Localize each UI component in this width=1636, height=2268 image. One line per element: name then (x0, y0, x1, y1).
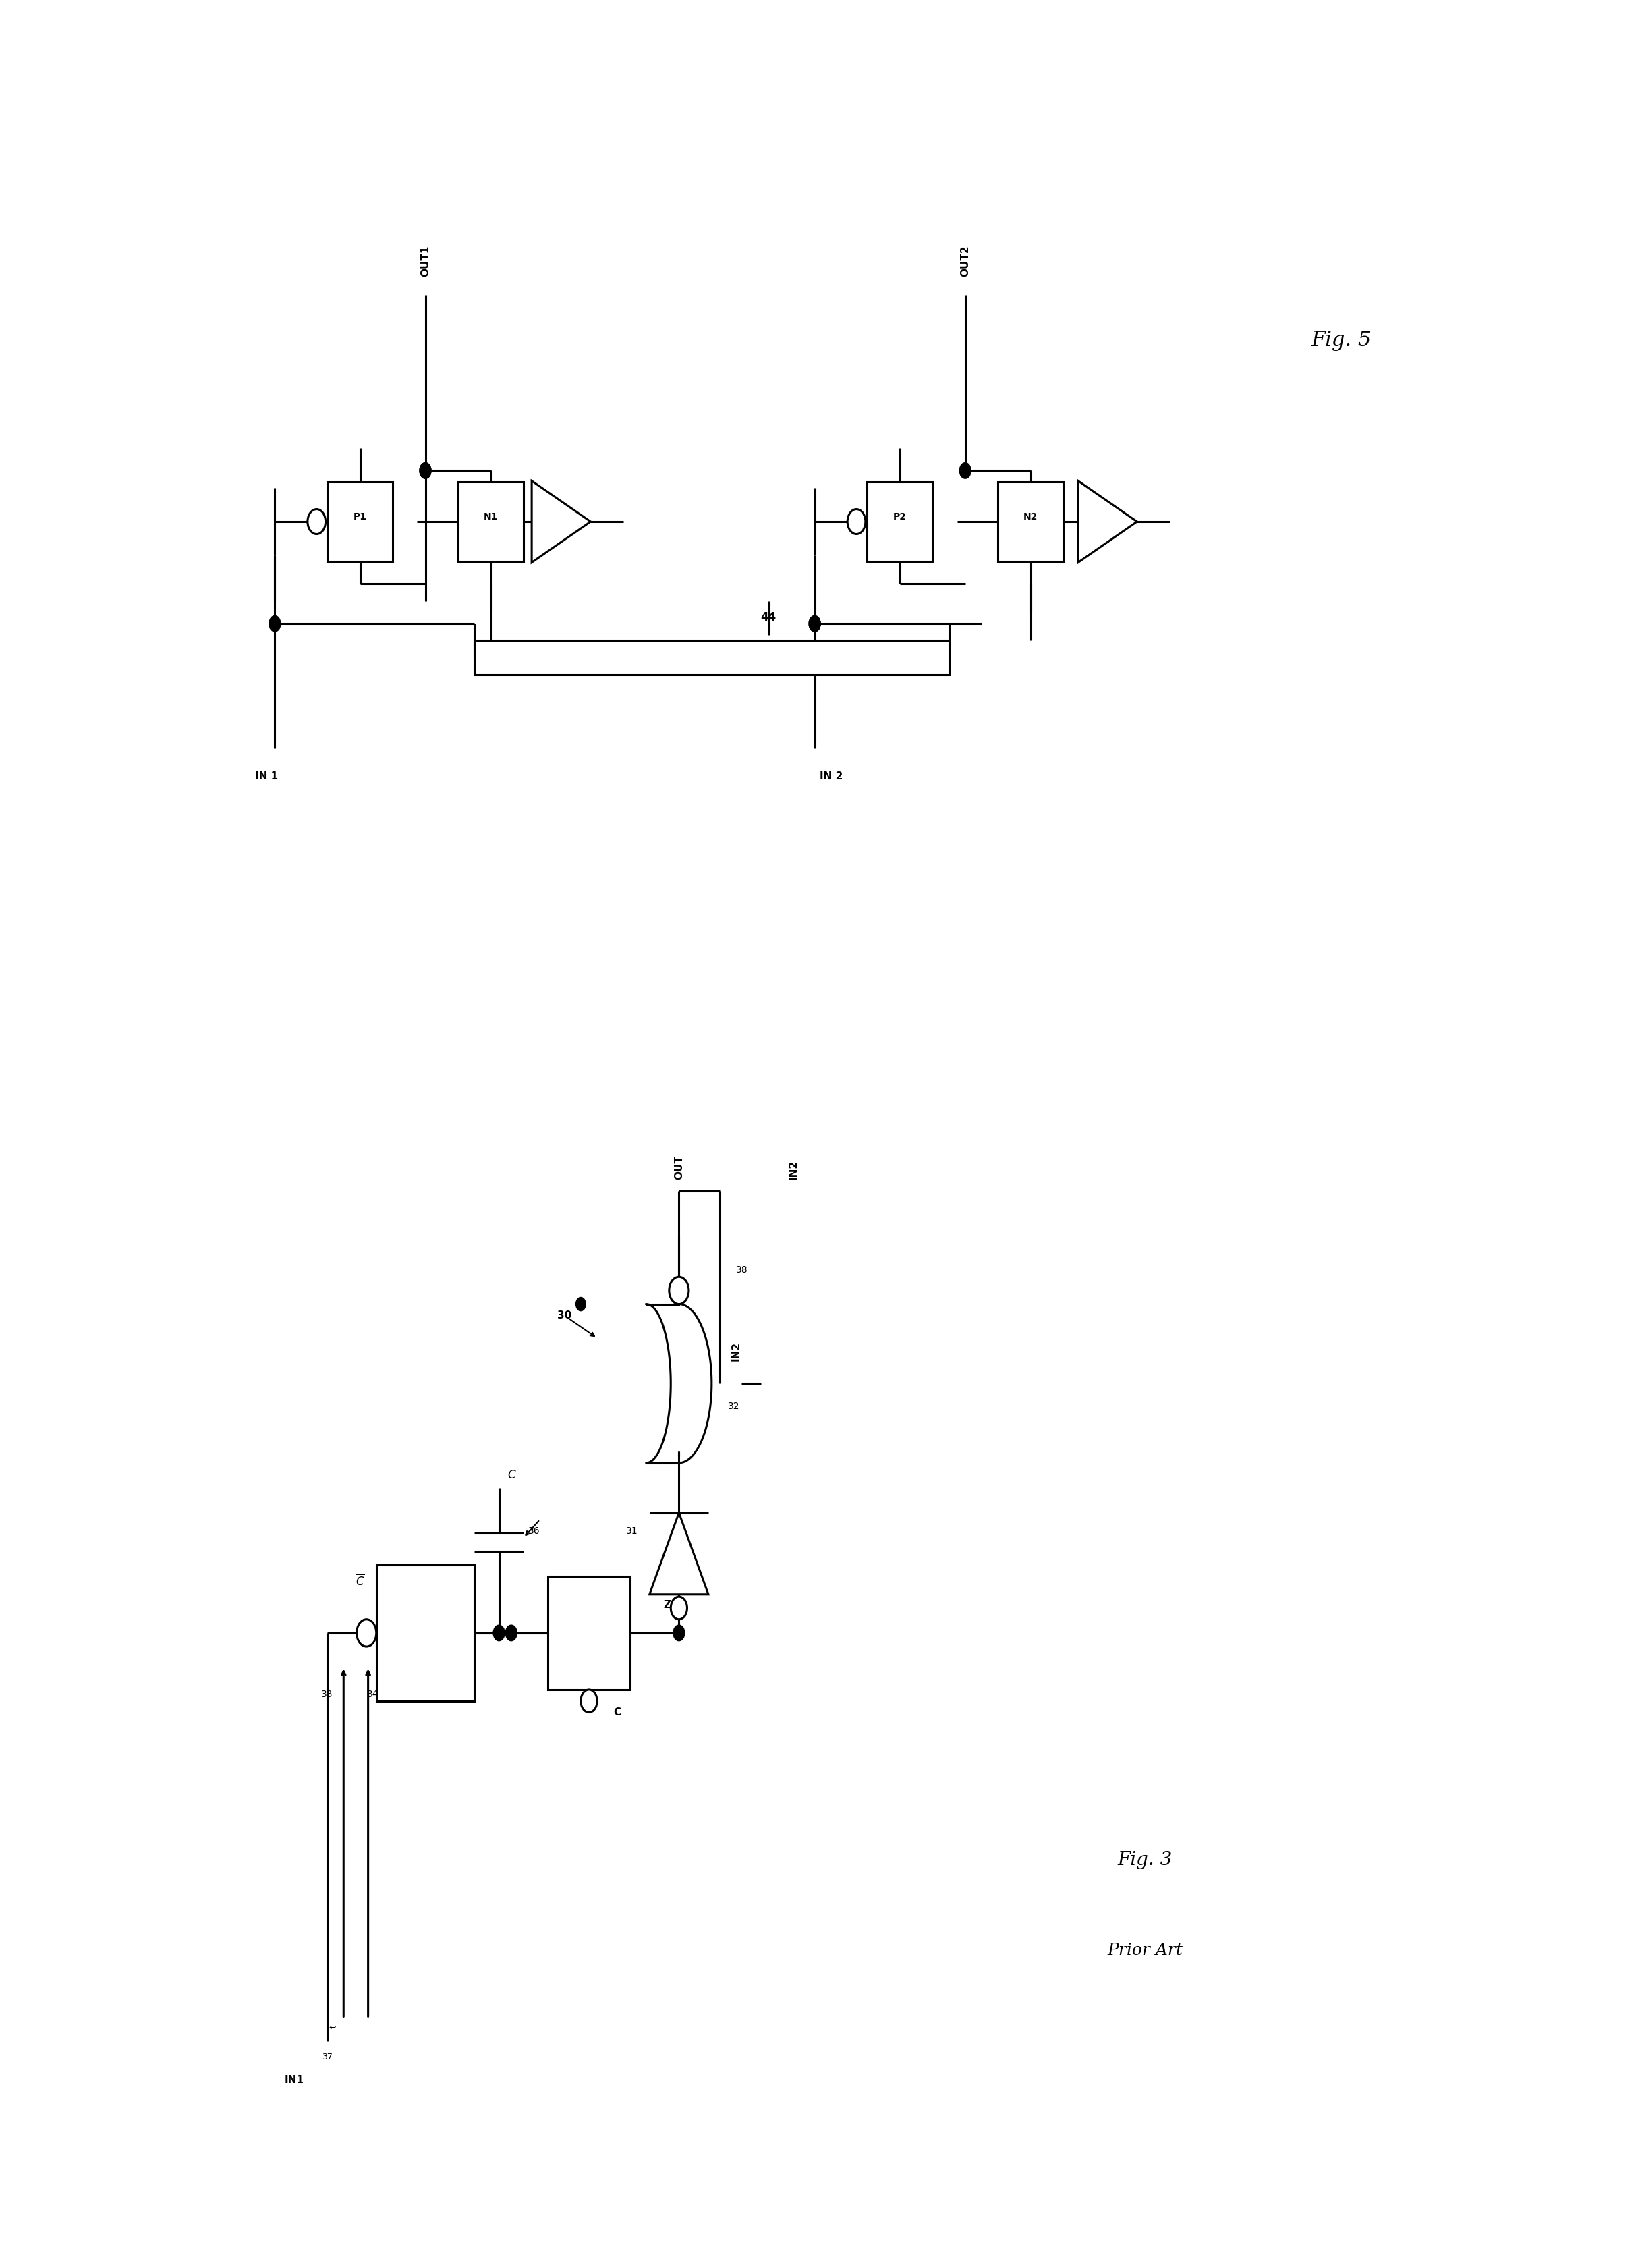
Text: Prior Art: Prior Art (1108, 1944, 1183, 1957)
Circle shape (576, 1297, 586, 1311)
Bar (867, 481, 933, 560)
Text: 37: 37 (322, 2053, 332, 2062)
Text: 31: 31 (627, 1526, 638, 1535)
Circle shape (669, 1277, 689, 1304)
Text: 32: 32 (728, 1402, 739, 1411)
Circle shape (357, 1619, 376, 1647)
Text: 35: 35 (602, 1579, 614, 1588)
Text: IN1: IN1 (285, 2075, 304, 2084)
Text: N1: N1 (484, 513, 497, 522)
Text: 36: 36 (528, 1526, 540, 1535)
Circle shape (419, 463, 432, 479)
Circle shape (810, 615, 821, 633)
Bar (998, 481, 1063, 560)
Text: C: C (614, 1708, 622, 1717)
Circle shape (959, 463, 972, 479)
Circle shape (268, 615, 281, 633)
Text: IN 2: IN 2 (820, 771, 843, 780)
Bar (458, 481, 524, 560)
Circle shape (810, 615, 821, 633)
Circle shape (419, 463, 432, 479)
Text: 38: 38 (736, 1266, 748, 1275)
Bar (376, 1565, 474, 1701)
Text: OUT1: OUT1 (420, 245, 430, 277)
Text: 44: 44 (761, 612, 777, 624)
Text: N2: N2 (1024, 513, 1037, 522)
Text: P1: P1 (353, 513, 366, 522)
Text: $\overline{C}$: $\overline{C}$ (355, 1574, 365, 1588)
Bar (474, 640, 949, 676)
Text: Z: Z (663, 1601, 671, 1610)
Text: $\overline{C}$: $\overline{C}$ (507, 1467, 517, 1481)
Circle shape (674, 1624, 684, 1642)
Text: $\hookleftarrow$: $\hookleftarrow$ (327, 2023, 337, 2032)
Circle shape (308, 510, 326, 535)
Text: 30: 30 (558, 1311, 571, 1320)
Text: 33: 33 (321, 1690, 334, 1699)
Text: IN2: IN2 (731, 1340, 741, 1361)
Bar (327, 481, 393, 560)
Text: IN 1: IN 1 (255, 771, 278, 780)
Text: Fig. 5: Fig. 5 (1312, 329, 1371, 352)
Text: IN2: IN2 (789, 1159, 798, 1179)
Circle shape (671, 1597, 687, 1619)
Circle shape (494, 1624, 504, 1642)
Circle shape (847, 510, 865, 535)
Text: OUT: OUT (674, 1154, 684, 1179)
Circle shape (506, 1624, 517, 1642)
Text: P2: P2 (893, 513, 906, 522)
Text: Fig. 3: Fig. 3 (1117, 1851, 1173, 1869)
Text: 34: 34 (366, 1690, 380, 1699)
Text: OUT2: OUT2 (960, 245, 970, 277)
Bar (548, 1576, 630, 1690)
Circle shape (581, 1690, 597, 1712)
